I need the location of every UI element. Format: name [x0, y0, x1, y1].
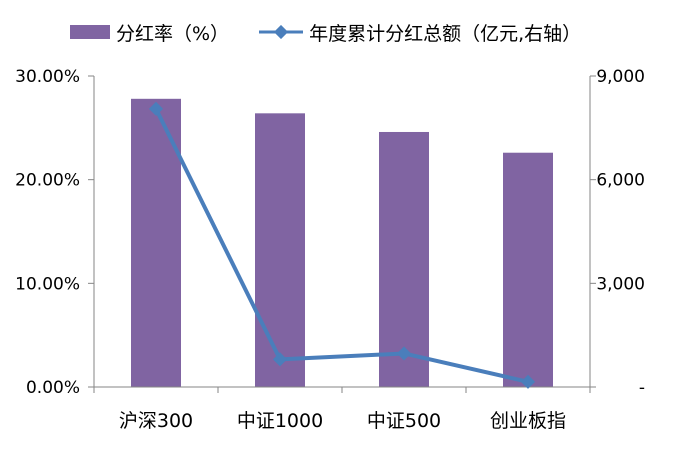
left-tick-label: 20.00%: [15, 171, 80, 191]
x-category-label: 创业板指: [490, 410, 566, 432]
line-marker-4: [520, 374, 536, 389]
x-category-label: 沪深300: [119, 410, 193, 432]
legend-label-dividend-total: 年度累计分红总额（亿元,右轴）: [309, 22, 582, 45]
left-tick-label: 10.00%: [15, 274, 80, 294]
dividend-total-line: [154, 107, 529, 384]
legend-item-dividend-total: 年度累计分红总额（亿元,右轴）: [259, 19, 581, 46]
line-marker-3: [396, 346, 412, 361]
legend-line-swatch: [259, 25, 304, 39]
legend: 分红率（%） 年度累计分红总额（亿元,右轴）: [70, 16, 611, 48]
bar-4: [503, 152, 553, 387]
right-tick-label: 3,000: [596, 274, 645, 294]
right-tick-label: 6,000: [596, 171, 645, 191]
bar-3: [379, 131, 429, 387]
left-tick-label: 0.00%: [26, 378, 80, 398]
right-tick-label: 9,000: [596, 67, 645, 87]
right-tick-label: -: [639, 378, 645, 398]
x-category-label: 中证1000: [237, 410, 323, 432]
legend-item-payout-ratio: 分红率（%）: [70, 19, 229, 46]
line-marker-2: [272, 352, 288, 367]
x-category-label: 中证500: [367, 410, 441, 432]
legend-label-payout-ratio: 分红率（%）: [116, 22, 230, 45]
legend-bar-swatch: [70, 25, 110, 39]
bar-2: [255, 113, 305, 387]
left-tick-label: 30.00%: [15, 67, 80, 87]
